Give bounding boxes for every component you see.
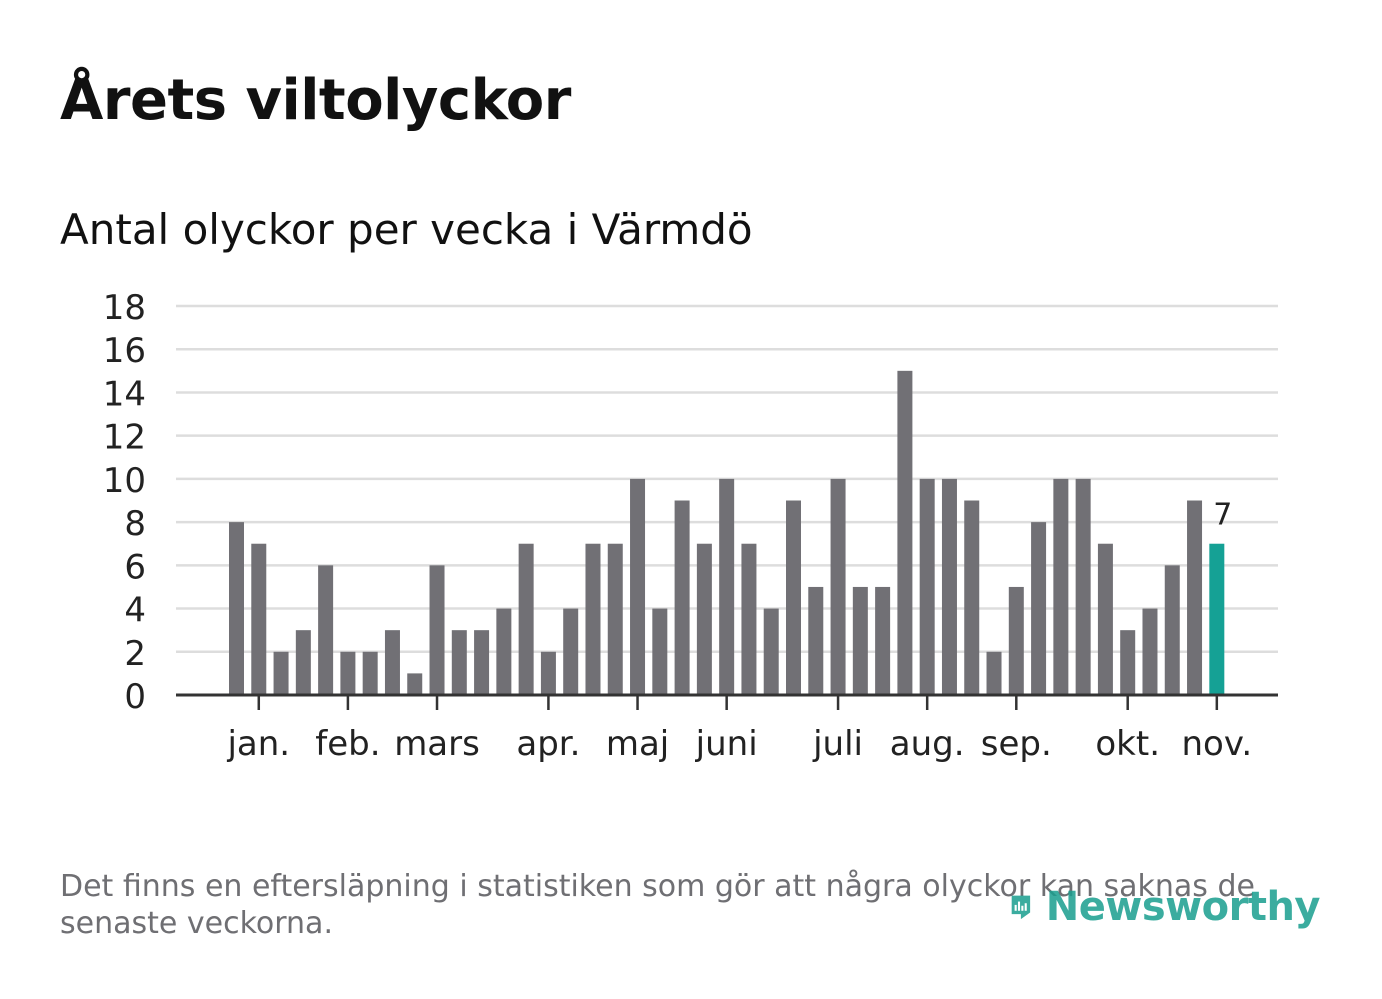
- x-tick-label: maj: [606, 724, 669, 764]
- bar: [273, 651, 289, 695]
- y-tick-label: 10: [103, 461, 146, 501]
- bar: [741, 543, 757, 695]
- bar: [362, 651, 378, 695]
- bar: [1187, 500, 1203, 695]
- bar: [1164, 565, 1180, 695]
- bar: [607, 543, 623, 695]
- bar: [1097, 543, 1113, 695]
- chart-subtitle: Antal olyckor per vecka i Värmdö: [60, 205, 753, 254]
- bar: [696, 543, 712, 695]
- y-tick-label: 14: [103, 374, 146, 414]
- y-tick-label: 4: [124, 591, 146, 631]
- bar: [964, 500, 980, 695]
- y-tick-label: 12: [103, 418, 146, 458]
- y-tick-label: 2: [124, 634, 146, 674]
- bar: [585, 543, 601, 695]
- x-tick-label: sep.: [981, 724, 1052, 764]
- bar: [229, 522, 244, 695]
- bar: [384, 630, 400, 695]
- x-tick-label: apr.: [516, 724, 580, 764]
- bar: [630, 478, 646, 695]
- y-tick-label: 0: [124, 677, 146, 717]
- y-tick-label: 16: [103, 331, 146, 371]
- newsworthy-logo-text: Newsworthy: [1045, 884, 1321, 930]
- bar: [540, 651, 556, 695]
- newsworthy-logo: Newsworthy: [1010, 872, 1321, 942]
- bar: [786, 500, 801, 695]
- x-tick-label: nov.: [1181, 724, 1252, 764]
- bar: [407, 673, 423, 695]
- x-axis: [176, 693, 1278, 710]
- footnote: Det finns en eftersläpning i statistiken…: [60, 869, 1255, 941]
- bar: [318, 565, 334, 695]
- chart-title: Årets viltolyckor: [60, 68, 571, 133]
- bar: [719, 478, 735, 695]
- bar: [941, 478, 957, 695]
- bar: [1075, 478, 1091, 695]
- x-tick-label: juli: [812, 724, 863, 764]
- bar: [808, 586, 824, 695]
- bar: [429, 565, 445, 695]
- data-labels: 7: [1213, 498, 1232, 533]
- x-tick-label: jan.: [226, 724, 290, 764]
- bar: [897, 370, 913, 695]
- newsworthy-logo-icon: [1011, 895, 1031, 920]
- y-tick-label: 8: [124, 504, 146, 544]
- x-axis-labels: jan. feb. mars apr. maj juni juli aug. sep. okt. n…: [226, 724, 1252, 764]
- bar: [1142, 608, 1158, 695]
- bar: [251, 543, 267, 695]
- bar: [563, 608, 579, 695]
- bar: [919, 478, 935, 695]
- data-label-highlight: 7: [1213, 498, 1232, 533]
- bar: [340, 651, 356, 695]
- bar: [1120, 630, 1136, 695]
- bar: [1053, 478, 1069, 695]
- bars: [229, 370, 1225, 695]
- bar: [875, 586, 891, 695]
- x-tick-label: mars: [394, 724, 480, 764]
- bar: [496, 608, 512, 695]
- bar: [518, 543, 534, 695]
- x-tick-label: juni: [695, 724, 758, 764]
- bar: [852, 586, 868, 695]
- bar-highlight: [1209, 543, 1225, 695]
- bar: [451, 630, 467, 695]
- x-tick-label: aug.: [890, 724, 965, 764]
- bar: [652, 608, 668, 695]
- bar: [474, 630, 490, 695]
- x-tick-label: okt.: [1095, 724, 1160, 764]
- bar: [986, 651, 1002, 695]
- x-tick-label: feb.: [315, 724, 380, 764]
- bar: [295, 630, 311, 695]
- bar: [674, 500, 690, 695]
- y-tick-label: 6: [124, 547, 146, 587]
- bar: [763, 608, 779, 695]
- bar: [1031, 522, 1047, 695]
- bar: [830, 478, 846, 695]
- y-tick-label: 18: [103, 288, 146, 328]
- bar: [1008, 586, 1024, 695]
